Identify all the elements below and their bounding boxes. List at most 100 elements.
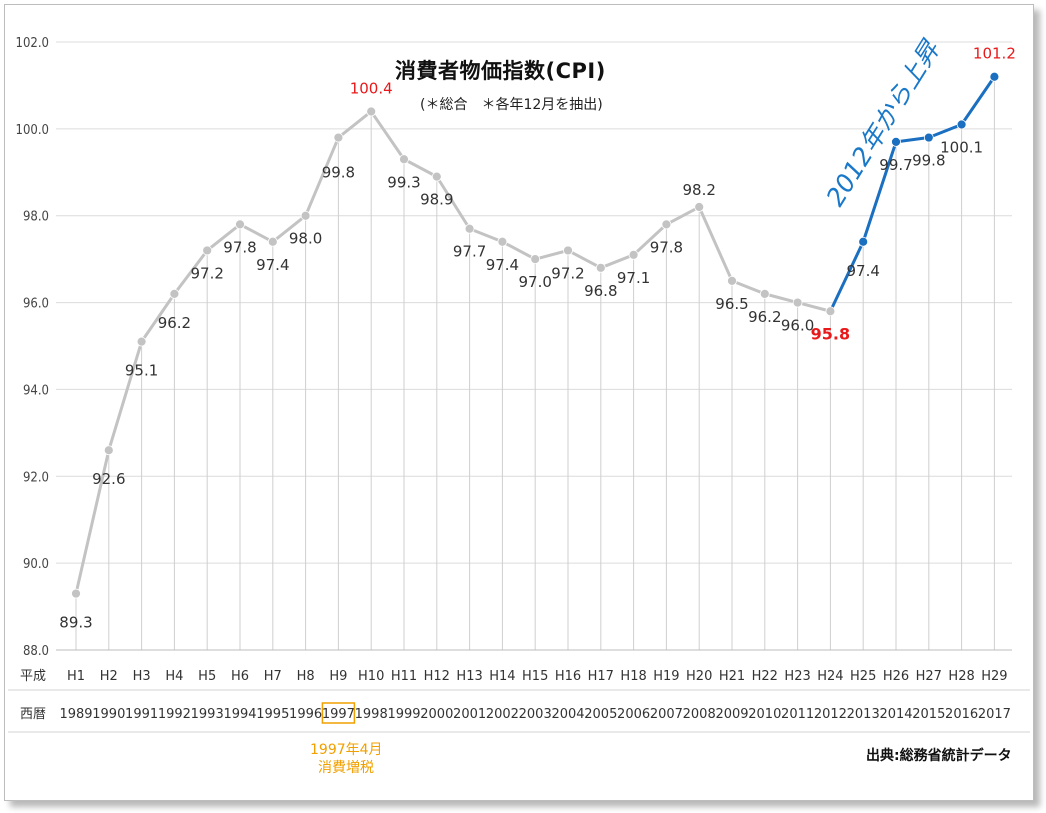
- x-tick-heisei: H15: [522, 669, 548, 684]
- row-label-seireki: 西暦: [20, 707, 46, 722]
- x-tick-year: 2012: [814, 707, 847, 722]
- x-tick-heisei: H25: [850, 669, 876, 684]
- data-label: 95.8: [811, 324, 850, 343]
- data-point: [956, 119, 967, 130]
- x-tick-heisei: H7: [264, 669, 282, 684]
- data-point: [71, 588, 81, 599]
- x-tick-year: 1993: [191, 707, 224, 722]
- data-point: [300, 210, 311, 221]
- data-point: [858, 236, 869, 247]
- x-tick-year: 1995: [256, 707, 289, 722]
- data-label: 100.4: [350, 79, 393, 97]
- y-tick-label: 88.0: [23, 644, 49, 659]
- data-point: [202, 245, 213, 256]
- data-point: [464, 223, 475, 234]
- x-tick-year: 1996: [289, 707, 322, 722]
- data-point: [136, 336, 147, 347]
- x-tick-heisei: H2: [100, 669, 118, 684]
- data-label: 97.2: [190, 264, 223, 282]
- y-tick-label: 96.0: [23, 297, 49, 312]
- data-label: 101.2: [973, 45, 1016, 63]
- x-tick-heisei: H20: [686, 669, 712, 684]
- data-label: 99.3: [387, 173, 420, 191]
- y-tick-label: 94.0: [23, 383, 49, 398]
- data-label: 97.1: [617, 269, 650, 287]
- x-tick-year: 2005: [584, 707, 617, 722]
- x-tick-year: 2009: [715, 707, 748, 722]
- data-point: [103, 445, 114, 456]
- data-point: [333, 132, 344, 143]
- data-label: 97.2: [551, 264, 584, 282]
- x-tick-year: 1999: [387, 707, 420, 722]
- data-label: 92.6: [92, 470, 125, 488]
- x-tick-heisei: H24: [817, 669, 843, 684]
- data-label: 96.2: [158, 314, 191, 332]
- x-tick-year: 2007: [650, 707, 683, 722]
- data-label: 99.8: [322, 164, 355, 182]
- x-tick-heisei: H17: [588, 669, 614, 684]
- data-point: [759, 288, 770, 299]
- data-label: 97.4: [256, 256, 289, 274]
- x-tick-heisei: H16: [555, 669, 581, 684]
- x-tick-year: 2008: [683, 707, 716, 722]
- y-tick-label: 98.0: [23, 210, 49, 225]
- data-point: [727, 275, 737, 286]
- x-tick-heisei: H5: [198, 669, 216, 684]
- data-label: 100.1: [940, 139, 983, 157]
- data-point: [661, 219, 672, 230]
- data-label: 99.8: [912, 152, 945, 170]
- x-tick-year: 2002: [486, 707, 519, 722]
- data-point: [563, 245, 573, 256]
- data-label: 97.0: [518, 273, 551, 291]
- series-line-gray: [74, 109, 831, 594]
- x-tick-heisei: H19: [653, 669, 679, 684]
- data-label: 95.1: [125, 362, 158, 380]
- data-point: [530, 254, 541, 265]
- x-tick-year: 1992: [158, 707, 191, 722]
- x-tick-year: 2011: [781, 707, 814, 722]
- data-point: [235, 219, 245, 230]
- x-tick-year: 2016: [945, 707, 978, 722]
- x-tick-year: 2000: [420, 707, 453, 722]
- x-tick-year: 1998: [355, 707, 388, 722]
- row-label-heisei: 平成: [20, 669, 46, 684]
- x-tick-year: 1989: [59, 707, 92, 722]
- data-point: [366, 106, 377, 117]
- x-tick-year: 2001: [453, 707, 486, 722]
- data-label: 97.7: [453, 243, 486, 261]
- x-tick-heisei: H9: [329, 669, 347, 684]
- tax-note-label: 消費増税: [318, 760, 374, 776]
- data-label: 97.8: [650, 238, 683, 256]
- data-label: 96.2: [748, 308, 781, 326]
- x-tick-heisei: H29: [981, 669, 1007, 684]
- data-point: [694, 202, 705, 212]
- x-tick-heisei: H26: [883, 669, 909, 684]
- x-tick-heisei: H4: [165, 669, 183, 684]
- data-point: [267, 236, 278, 247]
- data-label: 96.0: [781, 317, 814, 335]
- y-tick-label: 92.0: [23, 470, 49, 485]
- chart-subtitle: (＊総合 ＊各年12月を抽出): [420, 97, 603, 113]
- chart-frame: [4, 4, 1034, 801]
- source-note: 出典:総務省統計データ: [866, 748, 1012, 764]
- data-label: 97.8: [223, 238, 256, 256]
- data-label: 98.9: [420, 191, 453, 209]
- series-line-blue: [829, 75, 996, 312]
- chart-title: 消費者物価指数(CPI): [395, 59, 606, 83]
- data-point: [399, 154, 409, 165]
- x-tick-heisei: H1: [67, 669, 85, 684]
- data-label: 97.4: [486, 256, 519, 274]
- x-tick-heisei: H27: [916, 669, 942, 684]
- x-tick-year: 1994: [223, 707, 256, 722]
- data-point: [891, 136, 901, 147]
- x-tick-year: 2004: [551, 707, 584, 722]
- x-tick-year: 1990: [92, 707, 125, 722]
- x-tick-heisei: H13: [456, 669, 482, 684]
- data-label: 97.4: [846, 262, 879, 280]
- x-tick-heisei: H23: [784, 669, 810, 684]
- data-point: [169, 288, 180, 299]
- data-point: [989, 71, 1000, 82]
- x-tick-year: 2003: [519, 707, 552, 722]
- data-label: 89.3: [59, 614, 92, 632]
